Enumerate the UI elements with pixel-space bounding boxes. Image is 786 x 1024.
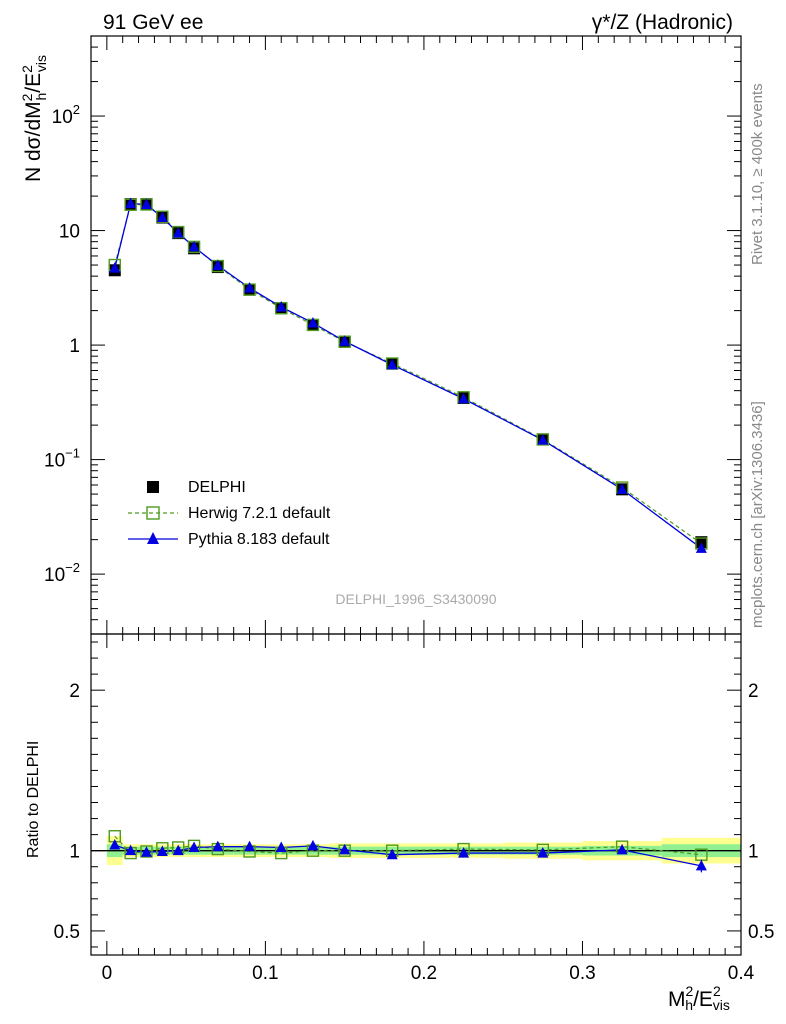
pythia-ratio-point (616, 843, 628, 855)
pythia-point (339, 335, 351, 346)
pythia-ratio-point (212, 840, 224, 852)
legend-data-label: DELPHI (188, 479, 246, 496)
legend-pythia-marker (147, 532, 159, 544)
pythia-point (537, 434, 549, 445)
mcplots-label: mcplots.cern.ch [arXiv:1306.3436] (749, 401, 766, 628)
legend-data-marker (147, 481, 159, 493)
pythia-point (458, 392, 470, 404)
legend-pythia-label: Pythia 8.183 default (188, 531, 330, 548)
herwig-point (156, 210, 169, 223)
ratio-y-tick-label: 2 (69, 681, 80, 702)
main-panel: 102 10 1 10−1 10−2 (44, 35, 742, 635)
svg-text:M2h/E2vis: M2 h/E2 vis (668, 983, 730, 1013)
pythia-point (125, 197, 137, 209)
pythia-ratio-point (695, 859, 707, 871)
data-point (695, 536, 708, 549)
pythia-ratio-point (307, 839, 319, 851)
ratio-y-axis-label: Ratio to DELPHI (25, 741, 42, 858)
main-y-axis-label: N dσ/dM2h/E2vis (19, 55, 49, 182)
pythia-point (188, 240, 200, 252)
x-tick-label: 0 (102, 963, 113, 984)
ratio-panel: 0 0.1 0.2 0.3 0.4 0.5 0.5 1 1 2 2 (54, 633, 774, 984)
herwig-ratio-point (140, 845, 153, 858)
legend: DELPHI Herwig 7.2.1 default Pythia 8.183… (128, 479, 331, 548)
main-y-tick-label: 102 (52, 102, 80, 128)
energy-label: 91 GeV ee (103, 11, 203, 34)
pythia-point (695, 542, 707, 553)
x-tick-label: 0.1 (252, 963, 278, 984)
pythia-point (109, 262, 121, 273)
pythia-ratio-line (114, 844, 702, 867)
main-y-tick-label: 10−2 (44, 560, 80, 586)
x-tick-label: 0.2 (411, 963, 437, 984)
process-label: γ*/Z (Hadronic) (592, 11, 733, 34)
main-y-tick-label: 10−1 (44, 446, 80, 472)
ratio-y-tick-label-right: 2 (748, 681, 759, 702)
pythia-point (172, 227, 184, 238)
main-y-tick-label: 1 (69, 336, 80, 357)
ratio-frame (90, 633, 742, 956)
rivet-label: Rivet 3.1.10, ≥ 400k events (749, 83, 766, 265)
pythia-ratio-point (188, 841, 200, 852)
ratio-y-tick-label-right: 0.5 (748, 922, 774, 943)
pythia-point (156, 211, 168, 223)
pythia-point (616, 483, 628, 494)
herwig-point (536, 433, 550, 446)
x-tick-label: 0.4 (728, 963, 755, 984)
pythia-point (275, 301, 287, 312)
x-tick-label: 0.3 (569, 963, 595, 984)
pythia-ratio-point (386, 848, 398, 860)
pythia-ratio-point (156, 845, 168, 856)
pythia-point (212, 259, 224, 271)
pythia-ratio-point (537, 847, 549, 858)
pythia-ratio-point (140, 846, 152, 857)
pythia-point (307, 316, 319, 328)
pythia-ratio-point (109, 839, 121, 850)
analysis-id: DELPHI_1996_S3430090 (335, 591, 496, 607)
pythia-point (244, 282, 256, 293)
pythia-line (114, 202, 702, 549)
legend-herwig-label: Herwig 7.2.1 default (188, 505, 331, 522)
ratio-y-tick-label: 0.5 (54, 922, 80, 943)
pythia-ratio-point (339, 843, 351, 855)
pythia-ratio-point (275, 841, 287, 852)
pythia-point (386, 358, 398, 370)
pythia-ratio-point (244, 840, 256, 852)
x-axis-label: M2 h/E2 vis (668, 983, 730, 1013)
pythia-ratio-point (172, 844, 184, 856)
pythia-ratio-point (125, 844, 137, 856)
svg-text:N dσ/dM2h/E2vis: N dσ/dM2h/E2vis (19, 55, 49, 182)
ratio-y-tick-label-right: 1 (748, 842, 759, 863)
legend-herwig-marker (146, 506, 160, 520)
pythia-ratio-point (458, 847, 470, 858)
ratio-y-tick-label: 1 (69, 842, 80, 863)
pythia-point (140, 198, 152, 209)
main-y-tick-label: 10 (59, 222, 80, 243)
